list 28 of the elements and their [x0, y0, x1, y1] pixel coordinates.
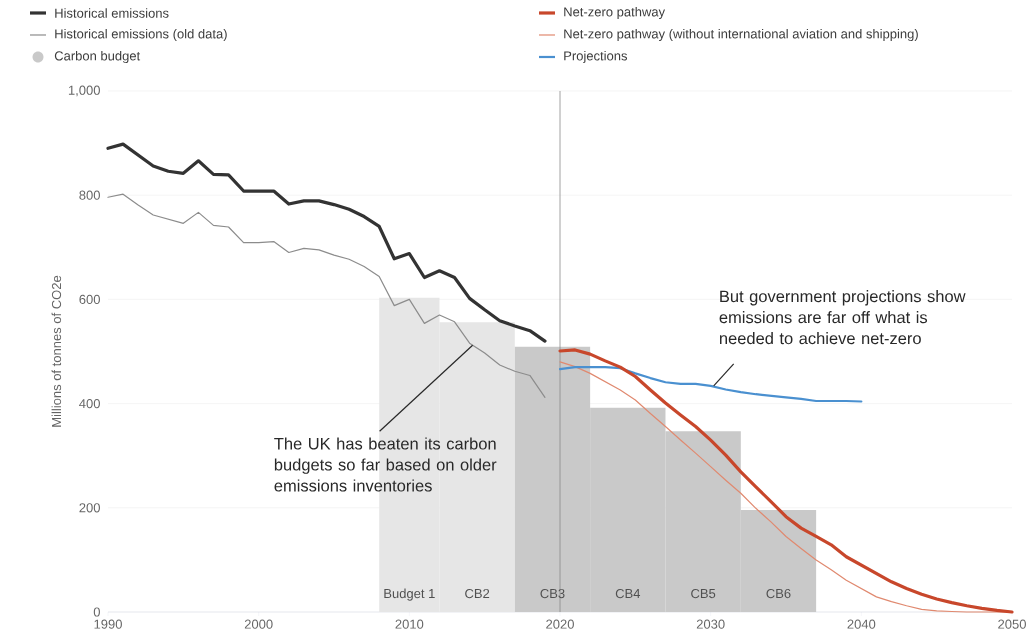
x-tick-label: 2010	[395, 619, 424, 629]
legend-label: Net-zero pathway	[564, 6, 666, 20]
y-tick-label: 1,000	[68, 85, 100, 97]
x-tick-label: 2000	[244, 619, 273, 629]
y-tick-label: 400	[79, 398, 100, 409]
annotation: Budget 1	[384, 588, 435, 601]
legend-label: Historical emissions	[55, 8, 169, 18]
annotation: CB5	[691, 588, 716, 599]
annotation: The UK has beaten its carbon budgets so far based on older emissions inventories	[274, 437, 497, 492]
y-tick-label: 0	[93, 607, 100, 617]
y-tick-label: 200	[79, 503, 100, 513]
legend-label: Historical emissions (old data)	[55, 28, 227, 42]
annotation: CB3	[540, 588, 565, 599]
annotation: CB6	[766, 588, 791, 599]
x-tick-label: 2030	[696, 619, 725, 629]
legend-label: Carbon budget	[54, 50, 141, 64]
x-tick-label: 2050	[998, 619, 1026, 629]
x-tick-label: 2020	[546, 619, 574, 629]
x-tick-label: 2040	[847, 619, 876, 629]
y-axis-title: Millions of tonnes of CO2e	[51, 275, 62, 427]
annotation: But government projections show emissions are far off what is needed to achieve net-zero	[719, 290, 966, 345]
annotation: CB2	[465, 588, 490, 599]
x-tick-label: 1990	[94, 619, 122, 629]
annotation: CB4	[615, 588, 641, 599]
legend-label: Projections	[564, 50, 628, 64]
y-tick-label: 800	[79, 190, 100, 200]
legend-label: Net-zero pathway (without international aviation and shipping)	[564, 28, 918, 42]
y-tick-label: 600	[79, 294, 100, 304]
